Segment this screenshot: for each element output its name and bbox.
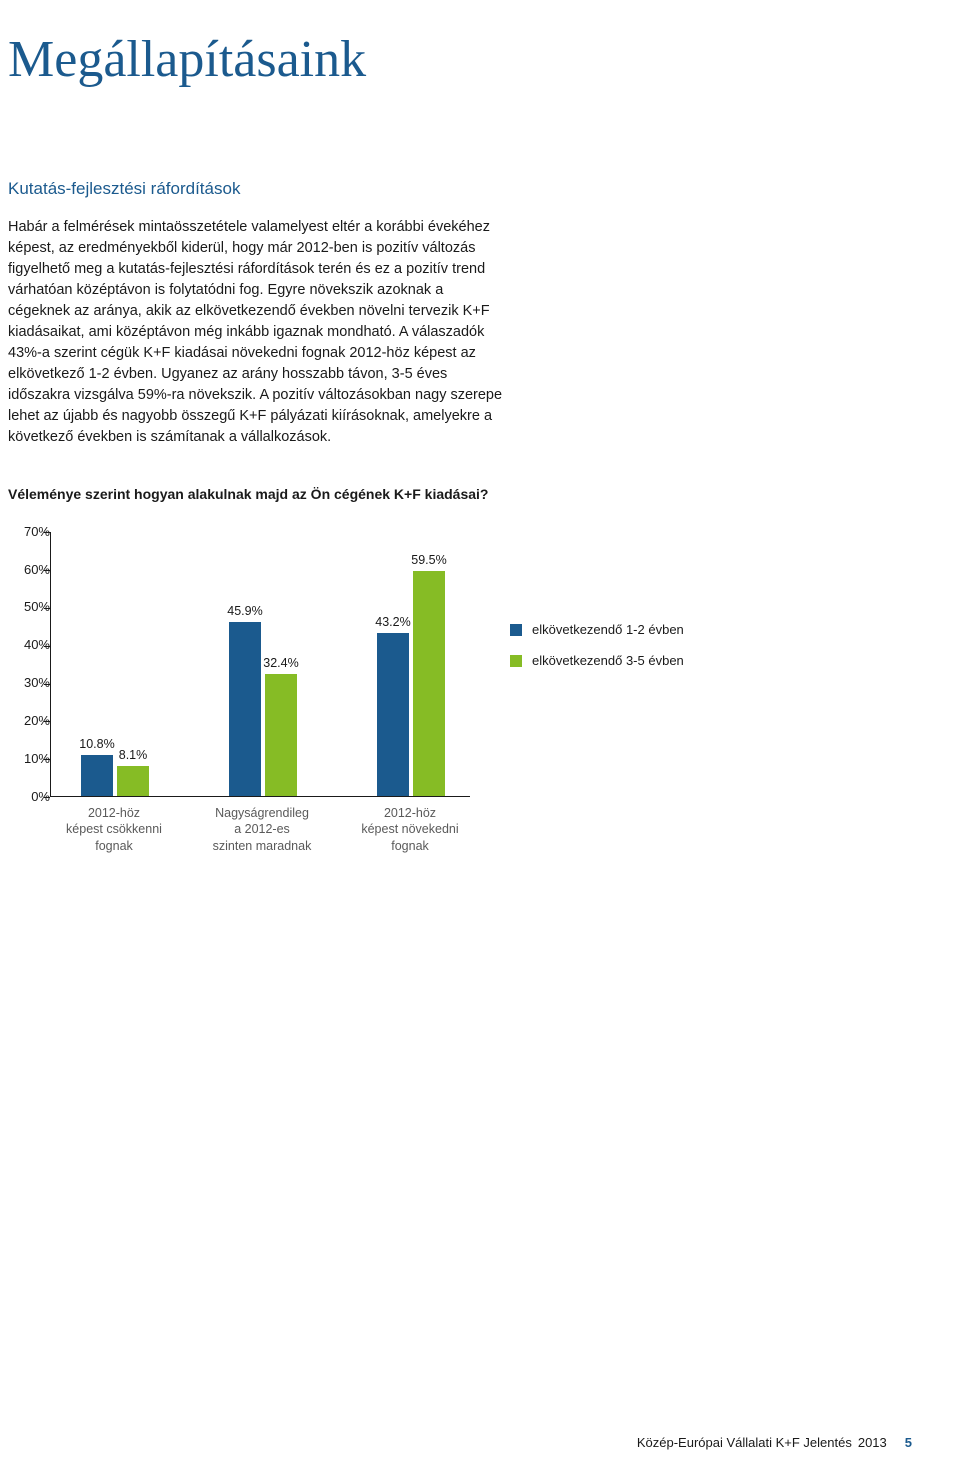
bar [377,633,409,797]
legend-swatch [510,624,522,636]
legend-swatch [510,655,522,667]
chart-container: 0%10%20%30%40%50%60%70%10.8%8.1%45.9%32.… [8,532,912,867]
bar-value-label: 59.5% [407,553,451,567]
legend-item: elkövetkezendő 3-5 évben [510,653,684,668]
plot-area: 10.8%8.1%45.9%32.4%43.2%59.5% [50,532,470,797]
bar [81,755,113,796]
bar-value-label: 32.4% [259,656,303,670]
y-tick-label: 50% [16,599,50,614]
bar-value-label: 43.2% [371,615,415,629]
y-tick-label: 20% [16,713,50,728]
legend-label: elkövetkezendő 1-2 évben [532,622,684,637]
chart-question: Véleménye szerint hogyan alakulnak majd … [8,486,912,502]
bar [229,622,261,796]
y-tick-label: 30% [16,675,50,690]
footer-year: 2013 [858,1435,887,1450]
page-root: Megállapításaink Kutatás-fejlesztési ráf… [0,0,960,1476]
bar [265,674,297,797]
x-category-label: 2012-hözképest növekednifognak [346,805,474,854]
chart-legend: elkövetkezendő 1-2 évben elkövetkezendő 3… [510,622,684,867]
section-subtitle: Kutatás-fejlesztési ráfordítások [8,179,912,199]
y-axis: 0%10%20%30%40%50%60%70% [8,532,50,797]
body-paragraph: Habár a felmérések mintaösszetétele vala… [8,217,508,448]
legend-item: elkövetkezendő 1-2 évben [510,622,684,637]
y-tick-label: 10% [16,751,50,766]
x-category-label: Nagyságrendilega 2012-esszinten maradnak [198,805,326,854]
y-tick-label: 70% [16,524,50,539]
bar-value-label: 8.1% [111,748,155,762]
bar [413,571,445,796]
bar [117,766,149,797]
footer-page-number: 5 [905,1435,912,1450]
x-category-label: 2012-hözképest csökkennifognak [50,805,178,854]
y-tick-mark [44,797,50,798]
page-footer: Közép-Európai Vállalati K+F Jelentés 201… [637,1435,912,1450]
bar-value-label: 45.9% [223,604,267,618]
page-title: Megállapításaink [8,30,912,89]
y-tick-label: 40% [16,637,50,652]
legend-label: elkövetkezendő 3-5 évben [532,653,684,668]
footer-title: Közép-Európai Vállalati K+F Jelentés [637,1435,852,1450]
y-tick-label: 60% [16,562,50,577]
y-tick-label: 0% [16,789,50,804]
bar-chart: 0%10%20%30%40%50%60%70%10.8%8.1%45.9%32.… [8,532,470,867]
